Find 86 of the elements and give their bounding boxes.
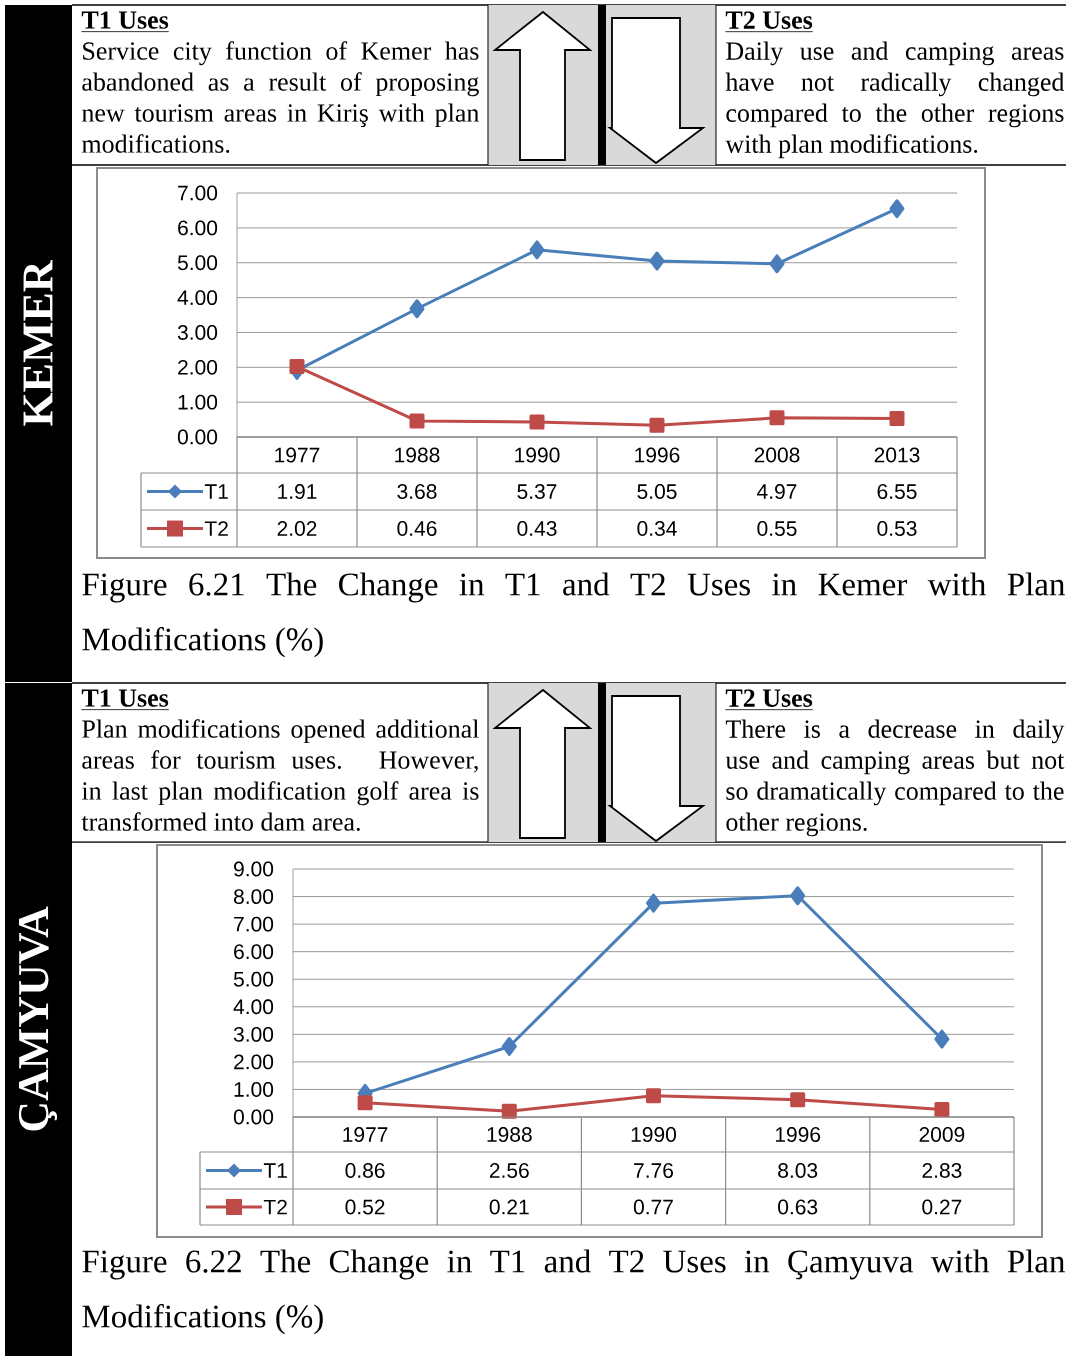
- data-label: 3.68: [397, 484, 437, 499]
- legend-label: T2: [204, 521, 228, 536]
- data-label: 5.05: [637, 484, 677, 499]
- y-tick-label: 7.00: [178, 185, 218, 201]
- point: [649, 251, 665, 271]
- text: Service city function of Kemer has abandoned as a result of proposing new tourism areas in Kiriş with plan modifications.: [81, 41, 480, 153]
- point: [934, 1102, 950, 1118]
- point: [790, 1092, 806, 1108]
- legend-label: T2: [263, 1199, 287, 1215]
- data-label: 0.53: [877, 521, 917, 536]
- data-label: 5.37: [517, 484, 557, 499]
- text: KEMER: [23, 259, 53, 426]
- data-label: 0.34: [637, 521, 677, 536]
- y-tick-label: 0.00: [177, 429, 218, 445]
- text: T2 Uses: [725, 11, 813, 29]
- y-tick-label: 2.00: [234, 1054, 274, 1070]
- data-label: 0.77: [633, 1199, 673, 1215]
- data-label: 2.02: [277, 521, 317, 536]
- point: [889, 411, 905, 427]
- x-tick-label: 2009: [919, 1127, 965, 1142]
- data-label: 2.83: [922, 1163, 962, 1178]
- point: [649, 417, 665, 433]
- point: [645, 893, 661, 913]
- point: [769, 410, 785, 426]
- y-tick-label: 7.00: [234, 916, 274, 932]
- legend-label: T1: [263, 1163, 287, 1178]
- text: Plan modifications opened additional areas for tourism uses. However, in last plan modification golf area is transformed into dam area.: [81, 719, 479, 831]
- x-tick-label: 1988: [487, 1127, 532, 1142]
- data-label: 6.55: [877, 484, 917, 499]
- y-tick-label: 3.00: [233, 1026, 274, 1042]
- x-tick-label: 1977: [343, 1127, 388, 1142]
- point: [409, 413, 425, 429]
- y-tick-label: 1.00: [178, 394, 218, 410]
- y-tick-label: 6.00: [234, 944, 274, 960]
- data-label: 0.63: [778, 1199, 818, 1215]
- y-tick-label: 6.00: [178, 220, 218, 236]
- text: T1 Uses: [81, 689, 169, 707]
- y-tick-label: 4.00: [177, 290, 218, 306]
- data-label: 8.03: [778, 1163, 818, 1178]
- y-tick-label: 3.00: [177, 325, 218, 340]
- data-label: 0.21: [489, 1199, 529, 1215]
- text: T2 Uses: [725, 689, 813, 707]
- y-tick-label: 1.00: [234, 1082, 274, 1097]
- text: T1 Uses: [81, 11, 169, 29]
- text: Daily use and camping areas have not radically changed compared to the other regions with plan modifications.: [725, 41, 1065, 159]
- y-tick-label: 2.00: [178, 359, 218, 375]
- x-tick-label: 1990: [515, 447, 560, 463]
- point: [645, 1088, 661, 1104]
- data-label: 4.97: [757, 484, 797, 499]
- data-label: 0.27: [922, 1199, 962, 1215]
- x-tick-label: 1977: [275, 447, 320, 463]
- data-label: 0.46: [397, 521, 437, 536]
- y-tick-label: 5.00: [177, 255, 218, 271]
- point: [889, 199, 905, 219]
- data-label: 0.52: [345, 1199, 385, 1215]
- x-tick-label: 1996: [635, 447, 680, 463]
- point: [934, 1029, 950, 1049]
- x-tick-label: 2008: [754, 447, 800, 463]
- data-label: 0.55: [757, 521, 797, 536]
- y-tick-label: 8.00: [233, 889, 274, 905]
- point: [790, 886, 806, 906]
- x-tick-label: 1990: [631, 1127, 677, 1142]
- text: Figure 6.21 The Change in T1 and T2 Uses in Kemer with Plan Modifications (%): [82, 572, 1065, 658]
- point: [289, 359, 305, 375]
- data-label: 1.91: [278, 484, 317, 499]
- x-tick-label: 1988: [395, 447, 440, 463]
- y-tick-label: 0.00: [233, 1109, 274, 1125]
- y-tick-label: 4.00: [233, 999, 274, 1015]
- point: [529, 240, 545, 260]
- text: There is a decrease in daily use and camping areas but not so dramatically compared to the other regions.: [725, 719, 1065, 837]
- x-tick-label: 1996: [775, 1127, 821, 1142]
- data-label: 0.43: [517, 521, 557, 536]
- data-label: 2.56: [489, 1163, 529, 1178]
- y-tick-label: 5.00: [233, 971, 274, 987]
- point: [769, 254, 785, 274]
- point: [529, 414, 545, 430]
- point: [357, 1095, 373, 1111]
- x-tick-label: 2013: [874, 447, 920, 463]
- text: Figure 6.22 The Change in T1 and T2 Uses in Çamyuva with Plan Modifications (%): [82, 1249, 1065, 1335]
- data-label: 7.76: [634, 1163, 674, 1178]
- point: [501, 1036, 517, 1056]
- legend-label: T1: [204, 484, 228, 499]
- point: [409, 299, 425, 319]
- y-tick-label: 9.00: [234, 861, 274, 877]
- text: ÇAMYUVA: [18, 906, 58, 1131]
- data-label: 0.86: [345, 1163, 385, 1178]
